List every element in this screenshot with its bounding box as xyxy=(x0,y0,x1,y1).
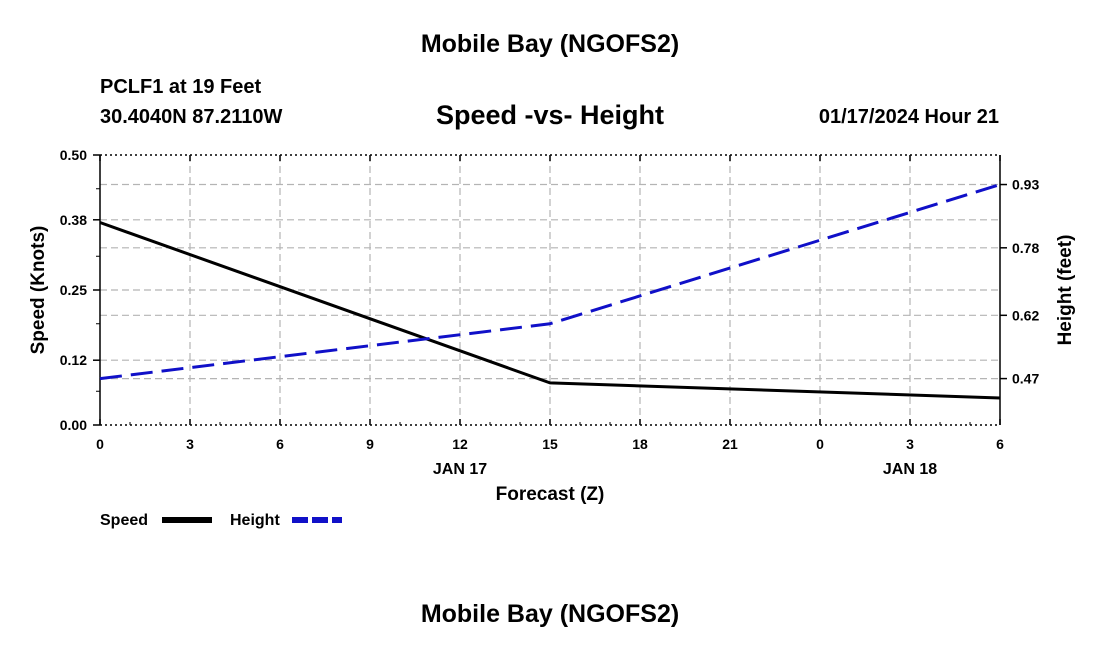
coordinates-label: 30.4040N 87.2110W xyxy=(100,106,283,128)
x-tick-label: 9 xyxy=(366,436,374,452)
x-tick-label: 21 xyxy=(722,436,738,452)
chart-subtitle: Speed -vs- Height xyxy=(435,100,665,130)
x-tick-label: 15 xyxy=(542,436,558,452)
y-tick-label: 0.25 xyxy=(60,282,87,298)
y2-tick-label: 0.78 xyxy=(1012,240,1039,256)
x-tick-label: 6 xyxy=(996,436,1004,452)
forecast-datetime: 01/17/2024 Hour 21 xyxy=(818,106,999,128)
x-tick-label: 0 xyxy=(96,436,104,452)
date-label: JAN 17 xyxy=(433,461,487,478)
legend-label: Speed xyxy=(100,512,148,529)
x-tick-label: 6 xyxy=(276,436,284,452)
series-line-speed xyxy=(99,221,1001,400)
date-label: JAN 18 xyxy=(883,461,937,478)
legend-label: Height xyxy=(230,512,280,529)
y2-tick-label: 0.47 xyxy=(1012,371,1039,387)
series-line-height xyxy=(99,183,1001,381)
y-tick-label: 0.38 xyxy=(60,212,87,228)
x-tick-label: 0 xyxy=(816,436,824,452)
x-axis-label: Forecast (Z) xyxy=(496,484,605,505)
y-tick-label: 0.00 xyxy=(60,417,87,433)
y2-axis-label: Height (feet) xyxy=(1055,235,1076,346)
y2-tick-label: 0.93 xyxy=(1012,177,1039,193)
x-tick-label: 3 xyxy=(906,436,914,452)
footer-title: Mobile Bay (NGOFS2) xyxy=(420,600,680,628)
y-tick-label: 0.50 xyxy=(60,147,87,163)
page-title: Mobile Bay (NGOFS2) xyxy=(420,30,680,58)
station-label: PCLF1 at 19 Feet xyxy=(100,76,262,98)
y-axis-label: Speed (Knots) xyxy=(28,226,49,355)
y-tick-label: 0.12 xyxy=(60,352,87,368)
x-tick-label: 12 xyxy=(452,436,468,452)
y2-tick-label: 0.62 xyxy=(1012,307,1039,323)
x-tick-label: 3 xyxy=(186,436,194,452)
x-tick-label: 18 xyxy=(632,436,648,452)
